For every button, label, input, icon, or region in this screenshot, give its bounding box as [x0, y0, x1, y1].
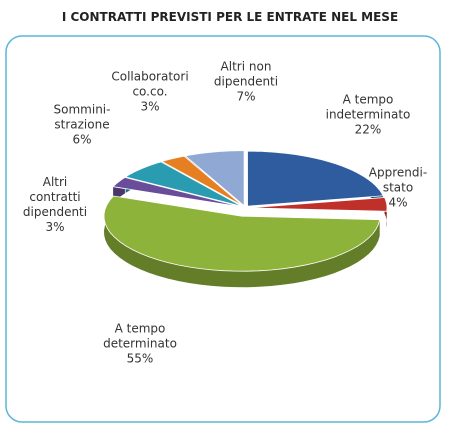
value-label: 6%	[72, 132, 92, 147]
slice-label: Apprendi- stato 4%	[369, 166, 427, 211]
pie-slice	[160, 155, 244, 207]
pie-slice	[103, 195, 381, 272]
value-label: 3%	[45, 220, 65, 234]
pie-slice-side	[104, 196, 380, 288]
value-label: 4%	[388, 195, 408, 210]
chart-title: I CONTRATTI PREVISTI PER LE ENTRATE NEL …	[61, 10, 399, 24]
pie-slice	[247, 150, 384, 207]
slice-label: A tempo determinato 55%	[103, 322, 177, 367]
pie-slice	[184, 150, 245, 207]
pie-slice	[124, 161, 243, 207]
category-label: A tempo determinato	[103, 321, 177, 351]
slice-label: Altri contratti dipendenti 3%	[23, 175, 87, 235]
category-label: Sommini- strazione	[53, 102, 111, 132]
value-label: 7%	[236, 89, 256, 104]
slice-label: Sommini- strazione 6%	[54, 103, 111, 148]
pie-slice	[112, 176, 242, 208]
value-label: 22%	[354, 122, 382, 137]
category-label: Apprendi- stato	[368, 165, 428, 195]
category-label: Collaboratori co.co.	[111, 69, 189, 99]
slice-label: Altri non dipendenti 7%	[214, 60, 278, 105]
slice-label: A tempo indeterminato 22%	[326, 93, 411, 138]
pie-slice	[248, 197, 388, 212]
value-label: 3%	[140, 99, 160, 114]
category-label: Altri contratti dipendenti	[22, 175, 88, 219]
category-label: Altri non dipendenti	[213, 59, 279, 89]
value-label: 55%	[126, 351, 154, 366]
slice-label: Collaboratori co.co. 3%	[111, 70, 188, 115]
category-label: A tempo indeterminato	[325, 92, 411, 122]
